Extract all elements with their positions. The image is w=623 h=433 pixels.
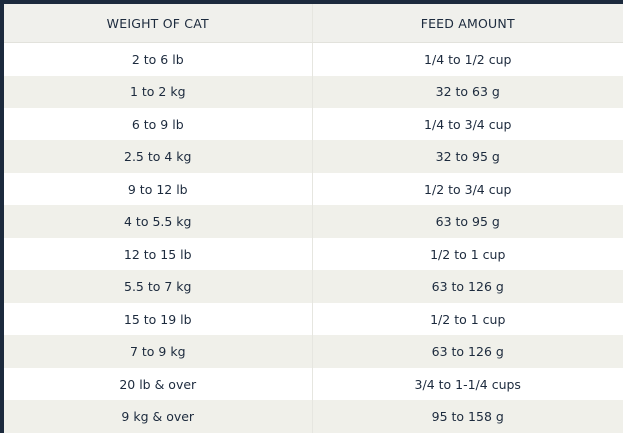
table-row: 7 to 9 kg 63 to 126 g xyxy=(4,335,623,368)
table-row: 9 to 12 lb 1/2 to 3/4 cup xyxy=(4,172,623,206)
weight-cell: 2.5 to 4 kg xyxy=(4,140,313,173)
feed-amount-cell: 1/2 to 3/4 cup xyxy=(312,172,623,206)
table-row: 6 to 9 lb 1/4 to 3/4 cup xyxy=(4,107,623,141)
weight-cell: 2 to 6 lb xyxy=(4,42,313,76)
weight-cell: 1 to 2 kg xyxy=(4,75,313,108)
header-feed-amount: FEED AMOUNT xyxy=(312,4,623,43)
feed-amount-cell: 1/2 to 1 cup xyxy=(312,237,623,271)
weight-cell: 20 lb & over xyxy=(4,367,313,401)
header-weight-of-cat: WEIGHT OF CAT xyxy=(4,4,313,43)
table-row: 12 to 15 lb 1/2 to 1 cup xyxy=(4,237,623,271)
weight-cell: 7 to 9 kg xyxy=(4,335,313,368)
table-row: 9 kg & over 95 to 158 g xyxy=(4,400,623,433)
feed-amount-cell: 32 to 95 g xyxy=(312,140,623,173)
feed-amount-cell: 95 to 158 g xyxy=(312,400,623,433)
weight-cell: 12 to 15 lb xyxy=(4,237,313,271)
weight-cell: 9 to 12 lb xyxy=(4,172,313,206)
table-row: 1 to 2 kg 32 to 63 g xyxy=(4,75,623,108)
weight-cell: 15 to 19 lb xyxy=(4,302,313,336)
weight-cell: 5.5 to 7 kg xyxy=(4,270,313,303)
table-row: 5.5 to 7 kg 63 to 126 g xyxy=(4,270,623,303)
feed-amount-cell: 1/2 to 1 cup xyxy=(312,302,623,336)
weight-cell: 6 to 9 lb xyxy=(4,107,313,141)
table-row: 20 lb & over 3/4 to 1-1/4 cups xyxy=(4,367,623,401)
feed-amount-cell: 63 to 126 g xyxy=(312,270,623,303)
header-row: WEIGHT OF CAT FEED AMOUNT xyxy=(4,4,623,43)
table-row: 2.5 to 4 kg 32 to 95 g xyxy=(4,140,623,173)
table-row: 2 to 6 lb 1/4 to 1/2 cup xyxy=(4,42,623,76)
table-row: 15 to 19 lb 1/2 to 1 cup xyxy=(4,302,623,336)
feed-amount-cell: 63 to 95 g xyxy=(312,205,623,238)
feeding-table: WEIGHT OF CAT FEED AMOUNT 2 to 6 lb 1/4 … xyxy=(4,4,623,433)
feed-amount-cell: 1/4 to 3/4 cup xyxy=(312,107,623,141)
feed-amount-cell: 1/4 to 1/2 cup xyxy=(312,42,623,76)
feed-amount-cell: 3/4 to 1-1/4 cups xyxy=(312,367,623,401)
feed-amount-cell: 63 to 126 g xyxy=(312,335,623,368)
weight-cell: 4 to 5.5 kg xyxy=(4,205,313,238)
weight-cell: 9 kg & over xyxy=(4,400,313,433)
feed-amount-cell: 32 to 63 g xyxy=(312,75,623,108)
table-row: 4 to 5.5 kg 63 to 95 g xyxy=(4,205,623,238)
